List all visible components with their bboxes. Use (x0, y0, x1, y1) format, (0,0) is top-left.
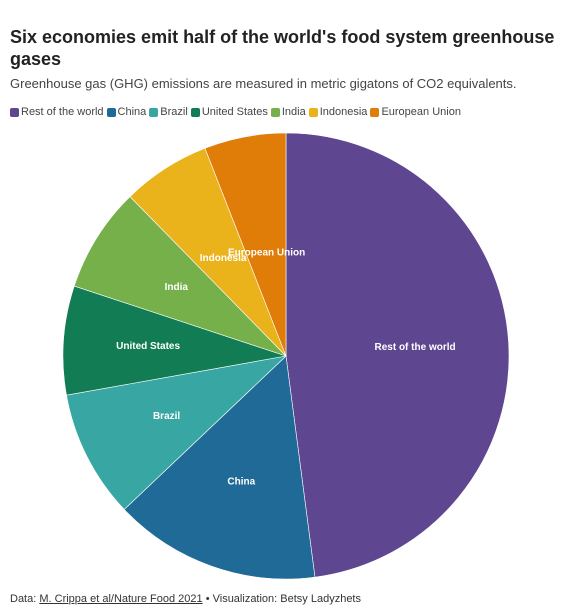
footer-separator: • (205, 593, 210, 605)
legend-swatch (308, 107, 318, 117)
legend-swatch (270, 107, 280, 117)
data-source-link[interactable]: M. Crippa et al/Nature Food 2021 (39, 593, 203, 605)
chart-subtitle: Greenhouse gas (GHG) emissions are measu… (10, 76, 517, 91)
pie-slice[interactable] (73, 196, 287, 357)
chart-title: Six economies emit half of the world's f… (10, 27, 555, 69)
legend-item[interactable]: European Union (370, 106, 461, 118)
slice-data-label: China (227, 477, 255, 488)
legend-label: Rest of the world (21, 106, 104, 118)
slice-data-label: India (165, 282, 189, 293)
legend-item[interactable]: Indonesia (308, 106, 368, 118)
legend-label: Brazil (160, 106, 188, 118)
data-source-prefix: Data: (10, 593, 37, 605)
legend-label: United States (201, 106, 268, 118)
legend-label: India (281, 106, 306, 118)
slice-data-label: United States (116, 341, 180, 352)
slice-data-label: Rest of the world (375, 342, 456, 353)
legend-item[interactable]: Brazil (149, 106, 188, 118)
slice-data-label: Indonesia (200, 253, 247, 264)
legend-label: European Union (381, 106, 461, 118)
pie-chart: Rest of the world China Brazil United State… (62, 132, 510, 580)
legend-item[interactable]: Rest of the world (10, 106, 104, 118)
legend-swatch (149, 107, 159, 117)
visualization-credit: Visualization: Betsy Ladyzhets (212, 593, 361, 605)
legend-label: Indonesia (319, 106, 368, 118)
legend-swatch (190, 107, 200, 117)
legend-item[interactable]: India (270, 106, 306, 118)
legend-label: China (117, 106, 147, 118)
legend-swatch (106, 107, 116, 117)
pie-slice[interactable] (123, 355, 316, 580)
legend-swatch (370, 107, 380, 117)
pie-slice[interactable] (204, 132, 287, 357)
chart-legend: Rest of the world China Brazil United State… (10, 106, 464, 118)
legend-item[interactable]: United States (190, 106, 268, 118)
pie-slice[interactable] (285, 132, 510, 578)
slice-data-label: European Union (228, 248, 305, 259)
chart-footer: Data: M. Crippa et al/Nature Food 2021 •… (10, 593, 361, 605)
pie-slice[interactable] (62, 285, 287, 396)
legend-swatch (10, 107, 19, 117)
slice-data-label: Brazil (153, 411, 180, 422)
pie-slice[interactable] (66, 355, 287, 510)
legend-item[interactable]: China (106, 106, 147, 118)
